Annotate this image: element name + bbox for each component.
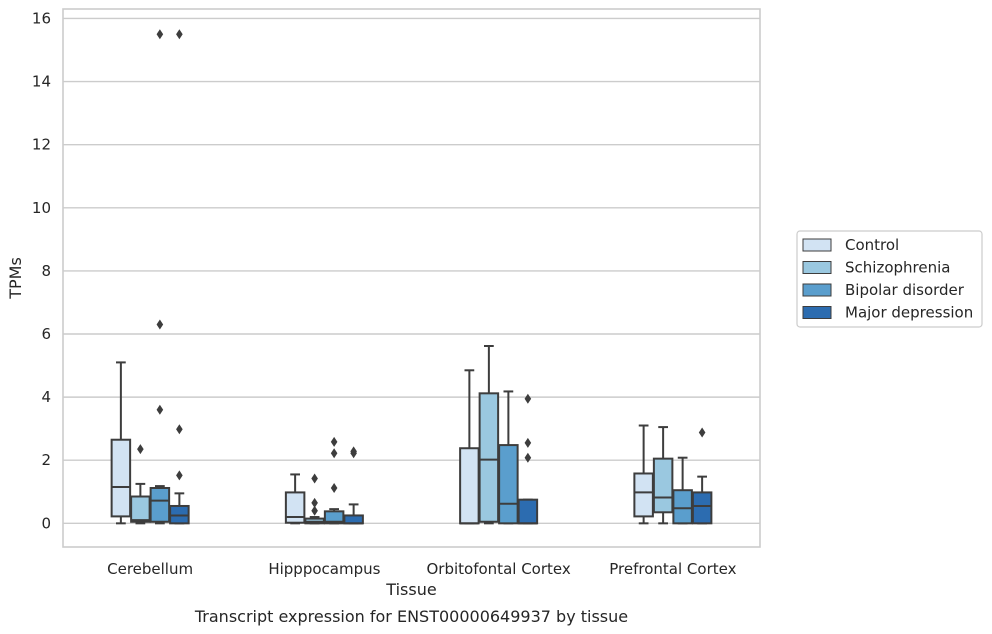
y-axis-label: TPMs — [6, 257, 25, 300]
x-axis-label: Tissue — [385, 580, 436, 599]
legend-swatch — [802, 306, 832, 319]
legend-entry: Control — [845, 236, 899, 254]
outlier-point — [330, 482, 338, 493]
legend-frame — [796, 230, 983, 328]
outlier-point — [330, 448, 338, 459]
legend-entry: Schizophrenia — [845, 259, 950, 277]
legend: Control Schizophrenia Bipolar disorder Majo… — [796, 230, 983, 328]
box-group — [149, 29, 171, 525]
box — [284, 491, 306, 524]
outlier-point — [311, 473, 318, 484]
box — [633, 472, 654, 518]
box — [149, 486, 171, 523]
x-tick-label: Cerebellum — [107, 560, 193, 578]
outlier-point — [350, 446, 357, 457]
x-tick-labels: Cerebellum Hipppocampus Orbitofontal Corte… — [107, 560, 736, 578]
y-tick-labels: 0 2 4 6 8 10 12 14 16 — [32, 9, 51, 532]
gridlines — [63, 17, 760, 525]
box-group — [459, 369, 480, 525]
outlier-point — [156, 29, 164, 40]
y-tick-label: 14 — [32, 73, 51, 91]
box-group — [284, 473, 306, 525]
x-tick-label: Hipppocampus — [268, 560, 380, 578]
outlier-point — [176, 29, 183, 40]
box-group — [517, 393, 539, 525]
box-group — [343, 446, 364, 525]
y-tick-label: 4 — [41, 388, 51, 406]
y-tick-label: 8 — [41, 262, 51, 280]
box — [517, 498, 539, 525]
outlier-point — [524, 393, 532, 404]
box — [672, 489, 693, 525]
outlier-point — [176, 470, 183, 481]
box — [343, 514, 364, 525]
box-group — [691, 427, 713, 525]
box — [110, 438, 132, 518]
outlier-point — [156, 319, 164, 330]
box-group — [652, 426, 674, 525]
x-tick-label: Prefrontal Cortex — [609, 560, 736, 578]
y-tick-label: 6 — [41, 325, 51, 343]
boxes — [110, 29, 713, 525]
box — [459, 447, 480, 525]
y-tick-label: 10 — [32, 199, 51, 217]
box-group — [672, 456, 693, 525]
plot-frame — [62, 8, 761, 548]
legend-entry: Bipolar disorder — [845, 281, 965, 299]
outlier-point — [524, 452, 532, 463]
box-group — [498, 390, 519, 525]
legend-swatch — [802, 261, 832, 274]
outlier-point — [137, 444, 144, 455]
y-tick-label: 12 — [32, 136, 51, 154]
box-group — [478, 344, 500, 525]
box-group — [130, 444, 151, 525]
y-tick-label: 2 — [41, 451, 51, 469]
outlier-point — [698, 427, 706, 438]
box-group — [304, 473, 325, 525]
box-group — [110, 361, 132, 525]
box-group — [633, 424, 654, 525]
box — [691, 491, 713, 525]
outlier-point — [524, 437, 532, 448]
outlier-point — [156, 404, 164, 415]
x-tick-label: Orbitofontal Cortex — [427, 560, 571, 578]
box — [498, 444, 519, 525]
box-group — [323, 436, 345, 525]
box — [652, 457, 674, 514]
box-group — [169, 29, 190, 525]
chart-caption: Transcript expression for ENST0000064993… — [194, 607, 628, 626]
box — [478, 392, 500, 523]
outlier-point — [311, 497, 318, 508]
outlier-point — [311, 505, 318, 516]
outlier-point — [330, 436, 338, 447]
legend-entry: Major depression — [845, 304, 973, 322]
y-tick-label: 0 — [41, 514, 51, 532]
legend-swatch — [802, 238, 832, 252]
y-tick-label: 16 — [32, 9, 51, 27]
box — [130, 495, 151, 523]
outlier-point — [176, 424, 183, 435]
legend-swatch — [802, 283, 832, 297]
